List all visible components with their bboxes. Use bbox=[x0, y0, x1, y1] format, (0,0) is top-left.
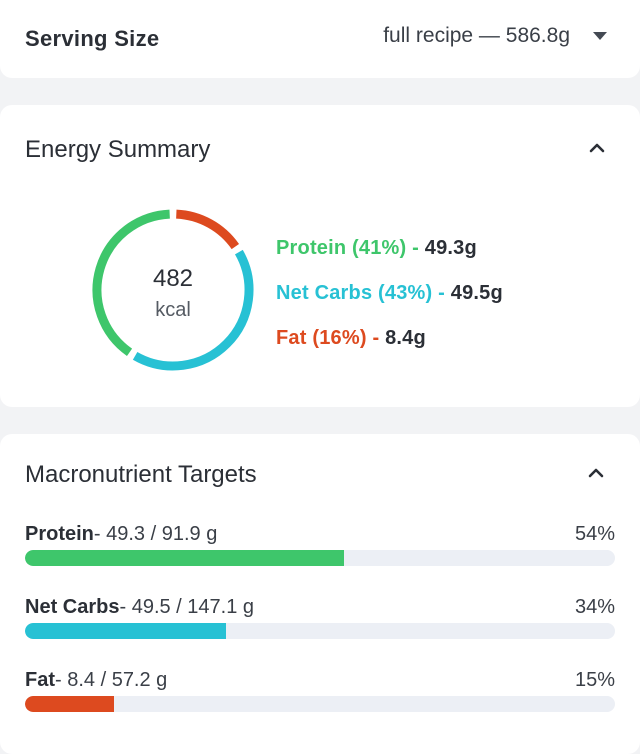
chevron-up-icon[interactable] bbox=[587, 464, 605, 482]
legend-protein-sep: - bbox=[406, 237, 425, 259]
serving-size-card: Serving Size full recipe — 586.8g bbox=[0, 0, 640, 78]
legend-protein-amount: 49.3g bbox=[424, 237, 477, 259]
donut-segment-protein bbox=[92, 209, 170, 357]
legend-fat-sep: - bbox=[366, 327, 386, 349]
target-net-carbs-pct: 34% bbox=[574, 596, 615, 618]
target-fat-pct: 15% bbox=[574, 669, 615, 691]
target-fat-bar bbox=[25, 696, 615, 712]
target-protein-name: Protein bbox=[25, 523, 94, 545]
caret-down-icon[interactable] bbox=[593, 32, 607, 40]
macronutrient-targets-title: Macronutrient Targets bbox=[25, 461, 257, 488]
legend-fat: Fat (16%) - 8.4g bbox=[276, 327, 426, 350]
target-net-carbs-bar bbox=[25, 623, 615, 639]
donut-segment-fat bbox=[175, 209, 240, 250]
legend-protein: Protein (41%) - 49.3g bbox=[276, 237, 477, 260]
legend-net-carbs: Net Carbs (43%) - 49.5g bbox=[276, 282, 503, 305]
target-protein-bar-fill bbox=[25, 550, 344, 566]
legend-fat-name: Fat (16%) bbox=[276, 327, 367, 349]
legend-net-carbs-amount: 49.5g bbox=[450, 282, 503, 304]
target-net-carbs-bar-fill bbox=[25, 623, 226, 639]
target-net-carbs-values: - 49.5 / 147.1 g bbox=[119, 596, 255, 618]
energy-donut-chart: 482 kcal bbox=[90, 207, 256, 373]
legend-protein-name: Protein (41%) bbox=[276, 237, 407, 259]
legend-fat-amount: 8.4g bbox=[385, 327, 426, 349]
target-row-fat-label: Fat- 8.4 / 57.2 g bbox=[25, 669, 167, 692]
legend-net-carbs-name: Net Carbs (43%) bbox=[276, 282, 433, 304]
serving-size-label: Serving Size bbox=[25, 26, 160, 51]
target-protein-values: - 49.3 / 91.9 g bbox=[93, 523, 218, 545]
target-protein-pct: 54% bbox=[574, 523, 615, 545]
target-fat-name: Fat bbox=[25, 669, 55, 691]
target-fat-values: - 8.4 / 57.2 g bbox=[55, 669, 168, 691]
chevron-up-icon[interactable] bbox=[588, 139, 606, 157]
target-fat-bar-fill bbox=[25, 696, 114, 712]
energy-summary-title: Energy Summary bbox=[25, 136, 211, 163]
donut-svg bbox=[92, 209, 254, 371]
kcal-unit: kcal bbox=[155, 299, 191, 321]
target-protein-bar bbox=[25, 550, 615, 566]
serving-size-value[interactable]: full recipe — 586.8g bbox=[383, 24, 570, 47]
target-row-net-carbs-label: Net Carbs- 49.5 / 147.1 g bbox=[25, 596, 254, 619]
target-row-protein-label: Protein- 49.3 / 91.9 g bbox=[25, 523, 217, 546]
donut-segment-net-carbs bbox=[132, 249, 254, 371]
legend-net-carbs-sep: - bbox=[432, 282, 451, 304]
kcal-value: 482 bbox=[152, 265, 194, 292]
target-net-carbs-name: Net Carbs bbox=[25, 596, 120, 618]
